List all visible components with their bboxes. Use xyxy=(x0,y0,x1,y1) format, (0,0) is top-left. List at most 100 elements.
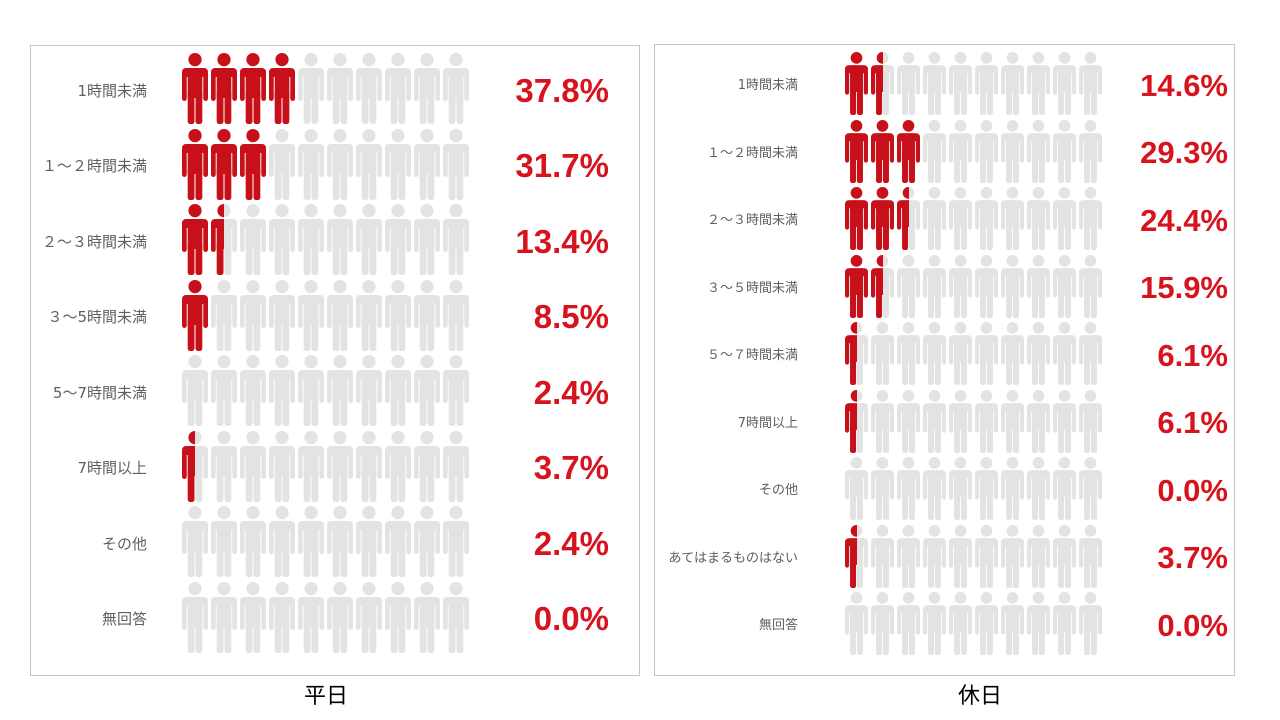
percentage-label: 29.3% xyxy=(1140,135,1228,170)
person-icon xyxy=(269,355,295,426)
holiday-chart-title: 休日 xyxy=(957,684,1002,709)
person-icon xyxy=(327,279,353,351)
person-icon xyxy=(871,524,894,588)
person-icon xyxy=(975,457,998,520)
person-icon xyxy=(269,53,295,124)
category-label: その他 xyxy=(758,483,798,498)
person-icon xyxy=(975,322,998,385)
percentage-label: 0.0% xyxy=(1157,607,1228,643)
person-icon xyxy=(385,506,411,577)
person-icon xyxy=(897,389,920,453)
person-icon xyxy=(327,355,353,426)
person-icon xyxy=(327,506,353,577)
person-icon xyxy=(845,119,868,183)
person-icon xyxy=(923,119,946,183)
person-icon xyxy=(845,52,868,115)
person-icon xyxy=(240,430,266,502)
percentage-label: 15.9% xyxy=(1140,270,1228,305)
person-icon xyxy=(923,52,946,115)
category-label: ５～７時間未満 xyxy=(706,348,798,363)
person-icon xyxy=(897,322,920,385)
person-icon xyxy=(385,355,411,426)
category-label: 1時間未満 xyxy=(737,78,798,93)
person-icon xyxy=(211,128,237,200)
person-icon xyxy=(845,187,868,250)
person-icon xyxy=(1001,524,1024,588)
person-icon xyxy=(385,204,411,275)
person-icon xyxy=(871,119,894,183)
person-icon xyxy=(240,506,266,577)
person-icon xyxy=(949,322,972,385)
person-icon xyxy=(871,187,894,250)
person-icon xyxy=(182,204,208,275)
person-icon xyxy=(385,128,411,200)
percentage-label: 6.1% xyxy=(1157,337,1228,373)
person-icon xyxy=(269,430,295,502)
weekday-chart-title: 平日 xyxy=(303,684,348,709)
person-icon xyxy=(269,279,295,351)
person-icon xyxy=(1001,187,1024,250)
category-label: 無回答 xyxy=(101,610,147,628)
person-icon xyxy=(949,254,972,318)
person-icon xyxy=(845,592,868,655)
person-icon xyxy=(269,204,295,275)
person-icon xyxy=(845,254,868,318)
person-icon xyxy=(845,322,868,385)
percentage-label: 31.7% xyxy=(515,147,609,184)
category-label: 7時間以上 xyxy=(737,415,798,431)
percentage-label: 14.6% xyxy=(1140,67,1228,103)
person-icon xyxy=(356,53,382,124)
percentage-label: 13.4% xyxy=(515,222,609,260)
person-icon xyxy=(949,389,972,453)
person-icon xyxy=(269,581,295,653)
person-icon xyxy=(356,279,382,351)
person-icon xyxy=(327,581,353,653)
person-icon xyxy=(298,279,324,351)
person-icon xyxy=(923,524,946,588)
percentage-label: 0.0% xyxy=(533,600,609,637)
person-icon xyxy=(975,254,998,318)
person-icon xyxy=(923,187,946,250)
person-icon xyxy=(871,254,894,318)
person-icon xyxy=(240,53,266,124)
person-icon xyxy=(240,355,266,426)
person-icon xyxy=(240,581,266,653)
person-icon xyxy=(897,592,920,655)
category-label: ２～３時間未満 xyxy=(41,232,147,251)
percentage-label: 2.4% xyxy=(533,373,609,411)
person-icon xyxy=(182,279,208,351)
category-label: ３～5時間未満 xyxy=(47,308,147,326)
person-icon xyxy=(182,430,208,502)
person-icon xyxy=(949,524,972,588)
category-label: 1時間未満 xyxy=(77,81,147,100)
person-icon xyxy=(385,581,411,653)
person-icon xyxy=(949,457,972,520)
person-icon xyxy=(845,457,868,520)
person-icon xyxy=(211,581,237,653)
person-icon xyxy=(871,322,894,385)
category-label: 7時間以上 xyxy=(77,459,147,477)
person-icon xyxy=(298,581,324,653)
person-icon xyxy=(211,204,237,275)
person-icon xyxy=(211,506,237,577)
person-icon xyxy=(949,592,972,655)
person-icon xyxy=(211,53,237,124)
person-icon xyxy=(1001,52,1024,115)
person-icon xyxy=(211,355,237,426)
person-icon xyxy=(240,128,266,200)
person-icon xyxy=(871,389,894,453)
person-icon xyxy=(845,389,868,453)
person-icon xyxy=(385,53,411,124)
person-icon xyxy=(182,128,208,200)
person-icon xyxy=(385,430,411,502)
person-icon xyxy=(327,53,353,124)
percentage-label: 6.1% xyxy=(1157,405,1228,440)
percentage-label: 24.4% xyxy=(1140,202,1228,238)
person-icon xyxy=(871,52,894,115)
percentage-label: 37.8% xyxy=(515,71,609,109)
person-icon xyxy=(385,279,411,351)
person-icon xyxy=(897,52,920,115)
person-icon xyxy=(240,204,266,275)
person-icon xyxy=(1001,389,1024,453)
person-icon xyxy=(975,119,998,183)
